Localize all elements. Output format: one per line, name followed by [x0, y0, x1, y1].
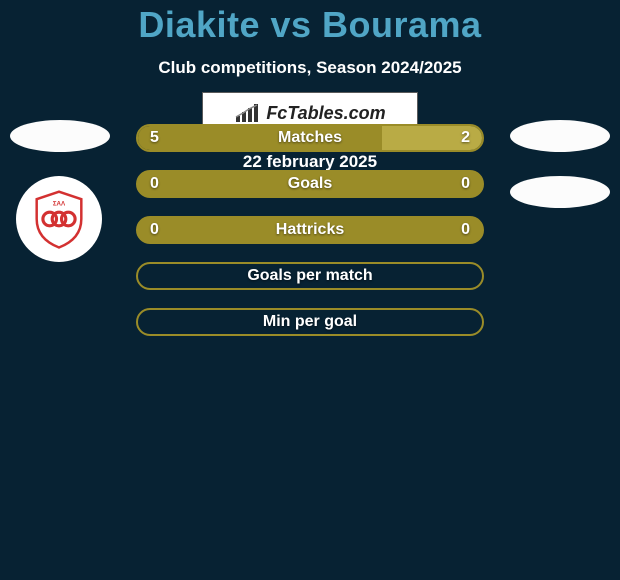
- player-right-name-placeholder: [510, 120, 610, 152]
- page-title: Diakite vs Bourama: [0, 4, 620, 46]
- brand-text: FcTables.com: [266, 103, 385, 124]
- page-subtitle: Club competitions, Season 2024/2025: [0, 58, 620, 78]
- stat-value-right: 0: [461, 221, 470, 239]
- stat-value-left: 5: [150, 129, 159, 147]
- left-player-column: ΣAΛ: [10, 120, 110, 262]
- player-left-name-placeholder: [10, 120, 110, 152]
- stat-row: Min per goal: [136, 308, 484, 336]
- player-right-club-placeholder: [510, 176, 610, 208]
- stat-row: Goals 0 0: [136, 170, 484, 198]
- svg-text:ΣAΛ: ΣAΛ: [53, 200, 66, 207]
- stats-panel: Matches 5 2 Goals 0 0 Hattricks 0 0 Goals per mat…: [136, 124, 484, 336]
- club-crest-icon: ΣAΛ: [28, 188, 90, 250]
- stat-value-right: 2: [461, 129, 470, 147]
- bars-icon: [234, 102, 262, 124]
- stat-row: Hattricks 0 0: [136, 216, 484, 244]
- stat-bar-left: [138, 126, 382, 150]
- stat-row: Goals per match: [136, 262, 484, 290]
- stat-label: Min per goal: [263, 313, 357, 331]
- stat-label: Goals: [288, 175, 332, 193]
- player-left-club-badge: ΣAΛ: [16, 176, 102, 262]
- stat-label: Hattricks: [276, 221, 344, 239]
- right-player-column: [510, 120, 610, 208]
- header: Diakite vs Bourama Club competitions, Se…: [0, 0, 620, 78]
- stat-row: Matches 5 2: [136, 124, 484, 152]
- stat-value-left: 0: [150, 221, 159, 239]
- stat-value-left: 0: [150, 175, 159, 193]
- stat-label: Matches: [278, 129, 342, 147]
- stat-value-right: 0: [461, 175, 470, 193]
- stat-label: Goals per match: [247, 267, 372, 285]
